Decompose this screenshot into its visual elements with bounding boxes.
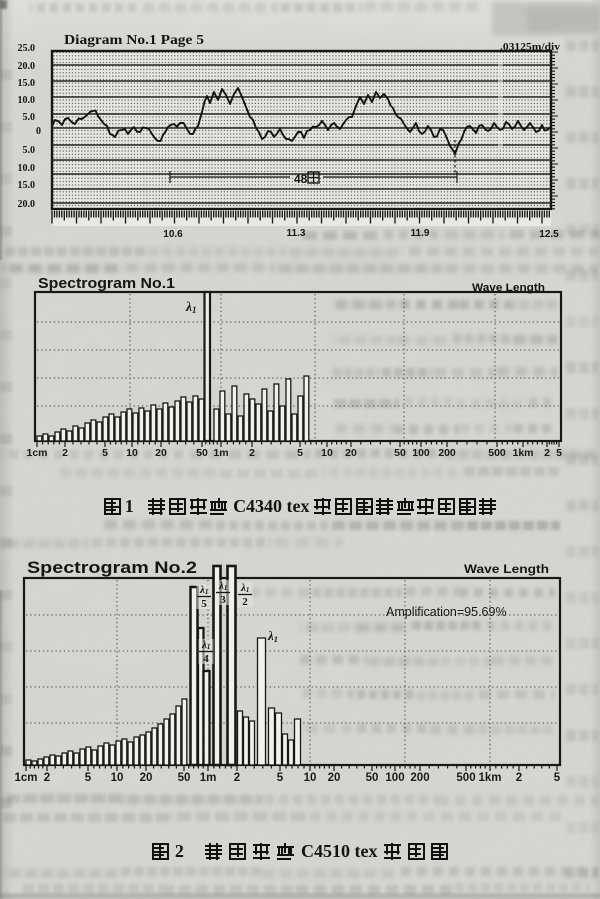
svg-text:50: 50	[394, 447, 406, 459]
svg-text:5: 5	[201, 598, 207, 610]
svg-text:10.0: 10.0	[18, 95, 36, 106]
svg-text:10: 10	[111, 772, 124, 784]
svg-text:20: 20	[345, 447, 357, 459]
svg-text:λ1: λ1	[267, 628, 278, 644]
svg-text:11.9: 11.9	[411, 228, 430, 239]
svg-text:200: 200	[438, 447, 456, 459]
svg-text:12.5: 12.5	[539, 229, 559, 240]
svg-text:20.0: 20.0	[18, 61, 36, 72]
svg-text:5: 5	[85, 772, 92, 784]
svg-text:5: 5	[556, 447, 562, 459]
svg-text:2: 2	[62, 447, 68, 459]
svg-text:50: 50	[196, 447, 208, 459]
svg-text:20: 20	[140, 772, 153, 784]
svg-text:10: 10	[126, 447, 138, 459]
svg-text:15.0: 15.0	[18, 78, 36, 89]
svg-text:100: 100	[385, 772, 404, 784]
svg-text:200: 200	[410, 772, 429, 784]
svg-text:5: 5	[102, 447, 108, 459]
svg-text:5: 5	[297, 447, 303, 459]
svg-text:1cm: 1cm	[14, 772, 37, 784]
svg-text:500: 500	[488, 447, 506, 459]
svg-text:1km: 1km	[478, 772, 501, 784]
svg-text:Wave Length: Wave Length	[464, 562, 549, 576]
svg-text:2: 2	[544, 447, 550, 459]
svg-text:4: 4	[203, 653, 209, 665]
svg-text:50: 50	[178, 772, 191, 784]
svg-text:2: 2	[242, 596, 248, 608]
svg-text:10: 10	[321, 447, 333, 459]
svg-text:5: 5	[277, 772, 284, 784]
svg-text:15.0: 15.0	[18, 180, 36, 191]
svg-text:50: 50	[366, 772, 379, 784]
svg-text:2: 2	[234, 772, 240, 784]
svg-text:20.0: 20.0	[18, 199, 36, 210]
svg-text:5: 5	[554, 772, 561, 784]
svg-text:5.0: 5.0	[23, 112, 36, 123]
svg-text:Diagram No.1 Page 5: Diagram No.1 Page 5	[64, 33, 204, 48]
svg-text:48: 48	[294, 172, 308, 186]
svg-text:5.0: 5.0	[23, 145, 36, 156]
svg-text:20: 20	[155, 447, 167, 459]
svg-text:2: 2	[44, 772, 50, 784]
svg-text:3: 3	[220, 594, 226, 606]
svg-text:10.6: 10.6	[163, 229, 183, 240]
svg-text:Amplification=95.69%: Amplification=95.69%	[386, 605, 507, 619]
svg-text:10.0: 10.0	[18, 163, 36, 174]
svg-text:500: 500	[456, 772, 475, 784]
svg-text:Spectrogram No.2: Spectrogram No.2	[27, 559, 197, 577]
svg-text:2: 2	[249, 447, 255, 459]
svg-text:1km: 1km	[512, 447, 533, 459]
svg-text:Spectrogram No.1: Spectrogram No.1	[38, 275, 175, 292]
svg-text:λ1: λ1	[185, 299, 197, 315]
svg-text:100: 100	[412, 447, 430, 459]
svg-text:2: 2	[516, 772, 522, 784]
svg-text:0: 0	[36, 126, 41, 137]
svg-text:25.0: 25.0	[18, 43, 36, 54]
svg-text:10: 10	[304, 772, 317, 784]
svg-text:1cm: 1cm	[26, 447, 47, 459]
svg-text:11.3: 11.3	[287, 228, 306, 239]
svg-text:1m: 1m	[213, 447, 228, 459]
svg-text:20: 20	[328, 772, 341, 784]
svg-text:1m: 1m	[200, 772, 217, 784]
